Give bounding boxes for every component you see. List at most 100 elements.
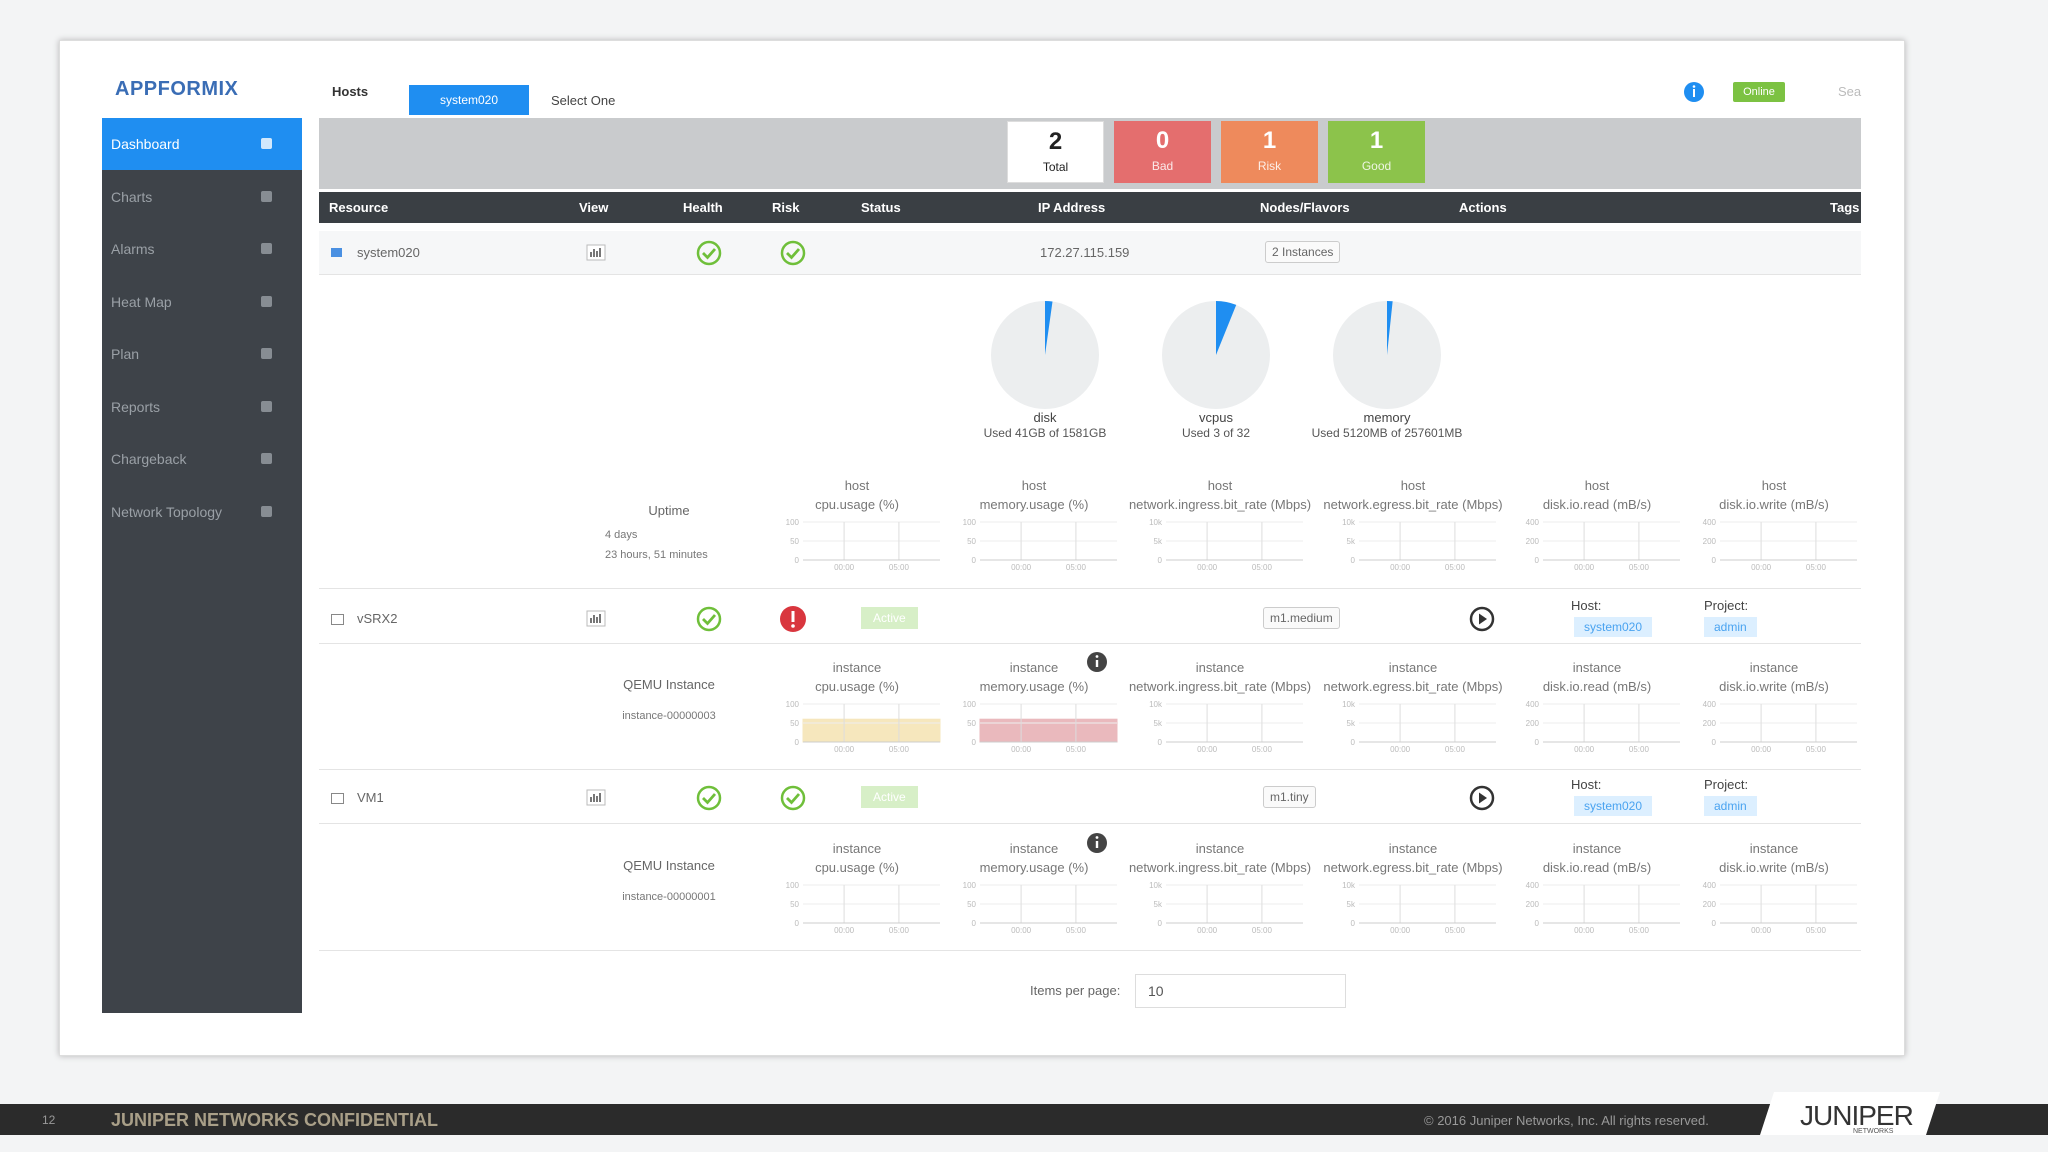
summary-box[interactable]: 1 Risk xyxy=(1221,121,1318,183)
summary-count: 1 xyxy=(1369,127,1384,154)
collapse-icon[interactable] xyxy=(331,613,344,625)
summary-label: Good xyxy=(1361,159,1392,173)
summary-box[interactable]: 2 Total xyxy=(1007,121,1104,183)
mini-chart: 400 200 0 00:00 05:00 xyxy=(1703,518,1857,572)
chart-metric: network.egress.bit_rate (Mbps) xyxy=(1323,860,1503,875)
project-link[interactable]: admin xyxy=(1704,796,1757,816)
chart-scope: instance xyxy=(1009,841,1059,856)
host-label: Host: xyxy=(1571,777,1602,792)
x-tick-label: 05:00 xyxy=(1066,563,1087,572)
ok-icon xyxy=(696,240,722,265)
pie-caption: Used 3 of 32 xyxy=(1181,426,1251,440)
summary-label: Total xyxy=(1042,160,1069,174)
collapse-icon[interactable] xyxy=(331,793,344,804)
pie-caption: Used 5120MB of 257601MB xyxy=(1311,426,1463,440)
sidebar-item[interactable]: Charts xyxy=(102,171,302,223)
host-link[interactable]: system020 xyxy=(1574,796,1653,816)
chart-scope: host xyxy=(1207,478,1233,493)
x-tick-label: 00:00 xyxy=(1751,563,1772,572)
y-tick-label: 100 xyxy=(786,881,800,890)
summary-box[interactable]: 1 Good xyxy=(1328,121,1425,183)
y-tick-label: 0 xyxy=(1535,919,1540,928)
view-icon xyxy=(586,244,606,260)
sidebar-item[interactable]: Alarms xyxy=(102,223,302,275)
mini-chart: 10k 5k 0 00:00 05:00 xyxy=(1149,700,1303,754)
ip-address: 172.27.115.159 xyxy=(1040,244,1130,260)
sidebar-item[interactable]: Chargeback xyxy=(102,433,302,485)
column-header: IP Address xyxy=(1038,200,1106,215)
chart-scope: instance xyxy=(1195,660,1245,675)
x-tick-label: 00:00 xyxy=(1011,926,1032,935)
sidebar-item[interactable]: Plan xyxy=(102,328,302,380)
ok-check xyxy=(702,793,717,805)
y-tick-label: 0 xyxy=(1535,738,1540,747)
x-tick-label: 05:00 xyxy=(1445,745,1466,754)
hosts-menu[interactable]: Hosts xyxy=(332,84,369,99)
resource-name: system020 xyxy=(357,244,420,260)
mini-chart: 10k 5k 0 00:00 05:00 xyxy=(1342,881,1496,935)
sidebar-item[interactable]: Dashboard xyxy=(102,118,302,170)
view-box xyxy=(586,244,606,260)
summary-box[interactable]: 0 Bad xyxy=(1114,121,1211,183)
x-tick-label: 00:00 xyxy=(1574,745,1595,754)
confidential-label: JUNIPER NETWORKS CONFIDENTIAL xyxy=(111,1110,439,1130)
summary-label: Bad xyxy=(1151,159,1174,173)
summary-count: 1 xyxy=(1262,127,1277,154)
mini-chart: 100 50 0 00:00 05:00 xyxy=(963,518,1117,572)
y-tick-label: 0 xyxy=(1351,556,1356,565)
ok-ring xyxy=(696,240,722,265)
x-tick-label: 00:00 xyxy=(1390,745,1411,754)
play-ring xyxy=(1469,785,1495,811)
x-tick-label: 05:00 xyxy=(1806,926,1827,935)
status-badge: Active xyxy=(861,606,918,629)
y-tick-label: 0 xyxy=(1158,919,1163,928)
chart-scope: host xyxy=(1584,478,1610,493)
status-badge: Active xyxy=(861,786,918,808)
items-per-page-input[interactable]: 10 xyxy=(1135,974,1346,1008)
mini-chart: 100 50 0 00:00 05:00 xyxy=(963,881,1117,935)
y-tick-label: 50 xyxy=(790,719,799,728)
y-tick-label: 100 xyxy=(963,518,977,527)
x-tick-label: 05:00 xyxy=(1066,926,1087,935)
view-box xyxy=(586,610,606,626)
sidebar-item[interactable]: Heat Map xyxy=(102,276,302,328)
project-link[interactable]: admin xyxy=(1704,617,1757,637)
host-link[interactable]: system020 xyxy=(1574,617,1653,637)
view-icon xyxy=(586,610,606,626)
summary-count: 2 xyxy=(1048,128,1063,155)
search-box[interactable]: Sea xyxy=(1838,84,1862,99)
column-header: View xyxy=(579,200,609,215)
sidebar-item[interactable]: Network Topology xyxy=(102,486,302,538)
x-tick-label: 00:00 xyxy=(1011,563,1032,572)
detail-line: 4 days xyxy=(605,529,638,541)
sidebar-item[interactable]: Reports xyxy=(102,381,302,433)
y-tick-label: 5k xyxy=(1347,537,1356,546)
pie-name: disk xyxy=(1033,410,1057,425)
mini-chart: 400 200 0 00:00 05:00 xyxy=(1703,700,1857,754)
y-tick-label: 5k xyxy=(1347,900,1356,909)
x-tick-label: 00:00 xyxy=(1390,563,1411,572)
host-icon[interactable] xyxy=(331,247,342,257)
table-row xyxy=(319,231,1861,275)
host-selector[interactable]: system020 xyxy=(409,85,529,115)
info-icon[interactable] xyxy=(1682,80,1706,104)
select-dropdown[interactable]: Select One xyxy=(551,93,616,108)
y-tick-label: 100 xyxy=(963,881,977,890)
info-icon xyxy=(1087,833,1107,853)
bad-icon xyxy=(780,605,806,632)
x-tick-label: 05:00 xyxy=(1252,745,1273,754)
ok-ring xyxy=(780,240,806,265)
resource-name: VM1 xyxy=(357,790,384,805)
table-row xyxy=(319,594,1861,644)
play-arrow xyxy=(1479,613,1487,624)
pie-slice xyxy=(1387,301,1393,355)
juniper-logo: JUNIPER xyxy=(1800,1100,1914,1131)
sidebar-icon xyxy=(261,190,272,202)
y-tick-label: 5k xyxy=(1154,719,1163,728)
x-tick-label: 00:00 xyxy=(1574,926,1595,935)
x-tick-label: 05:00 xyxy=(1806,745,1827,754)
chart-metric: disk.io.read (mB/s) xyxy=(1542,860,1652,875)
pagination-label: Items per page: xyxy=(1030,983,1121,998)
chart-scope: instance xyxy=(1388,841,1438,856)
